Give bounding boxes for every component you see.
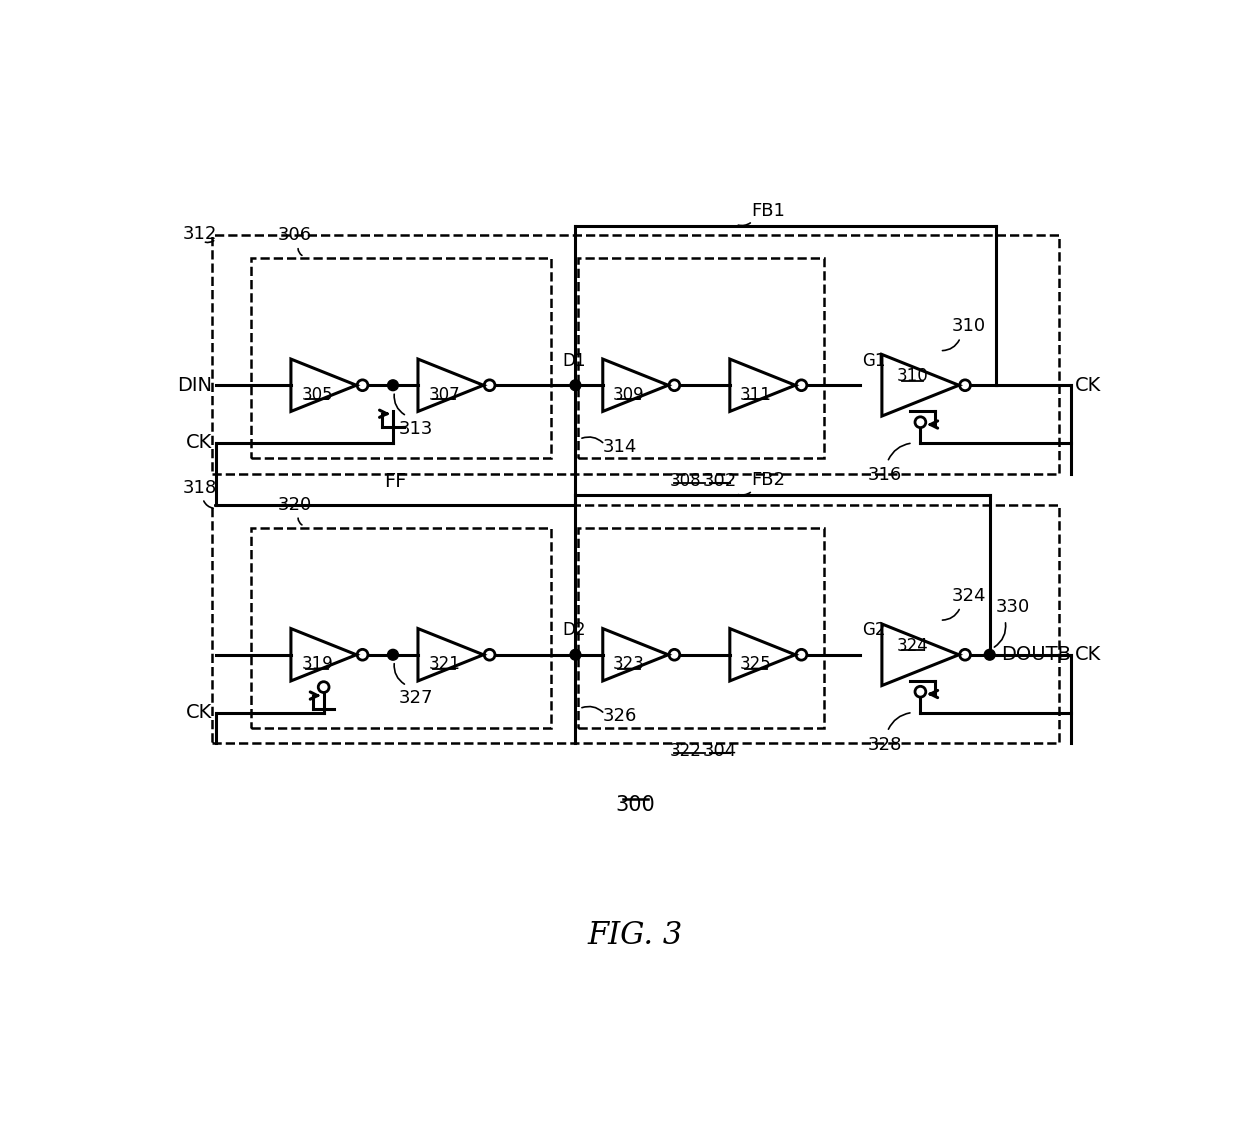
Text: 308: 308 bbox=[670, 472, 702, 490]
Circle shape bbox=[388, 380, 398, 390]
Bar bbox=[212, 235, 1059, 474]
Text: 314: 314 bbox=[603, 438, 637, 456]
Text: 324: 324 bbox=[897, 637, 929, 655]
Text: 307: 307 bbox=[428, 386, 460, 404]
Text: 322: 322 bbox=[670, 741, 702, 759]
Text: 302: 302 bbox=[703, 472, 738, 490]
Text: 318: 318 bbox=[182, 479, 217, 497]
Text: CK: CK bbox=[186, 703, 212, 722]
Text: 313: 313 bbox=[399, 420, 434, 438]
Bar bbox=[578, 528, 825, 728]
Circle shape bbox=[388, 649, 398, 660]
Text: DOUTB: DOUTB bbox=[1001, 646, 1071, 664]
Text: 327: 327 bbox=[399, 690, 434, 708]
Text: 323: 323 bbox=[613, 655, 645, 673]
Text: 310: 310 bbox=[951, 317, 986, 335]
Bar bbox=[250, 259, 551, 458]
Circle shape bbox=[570, 649, 580, 660]
Text: FF: FF bbox=[384, 472, 407, 490]
Circle shape bbox=[985, 649, 994, 660]
Text: 312: 312 bbox=[182, 225, 217, 243]
Text: 330: 330 bbox=[996, 598, 1030, 616]
Text: D2: D2 bbox=[562, 621, 585, 639]
Circle shape bbox=[570, 380, 580, 390]
Text: 326: 326 bbox=[603, 708, 637, 726]
Text: CK: CK bbox=[186, 433, 212, 452]
Text: CK: CK bbox=[1074, 376, 1101, 395]
Text: FB1: FB1 bbox=[751, 201, 785, 219]
Text: 325: 325 bbox=[740, 655, 771, 673]
Text: CK: CK bbox=[1074, 646, 1101, 664]
Text: 324: 324 bbox=[951, 587, 986, 605]
Text: 311: 311 bbox=[740, 386, 773, 404]
Text: G2: G2 bbox=[862, 621, 885, 639]
Text: 319: 319 bbox=[301, 655, 334, 673]
Text: 321: 321 bbox=[428, 655, 460, 673]
Text: 306: 306 bbox=[278, 226, 311, 244]
Text: D1: D1 bbox=[562, 352, 585, 370]
Text: 316: 316 bbox=[868, 466, 903, 484]
Text: DIN: DIN bbox=[177, 376, 212, 395]
Text: 310: 310 bbox=[897, 367, 929, 385]
Text: G1: G1 bbox=[862, 352, 885, 370]
Text: FIG. 3: FIG. 3 bbox=[588, 920, 683, 952]
Bar bbox=[578, 259, 825, 458]
Text: FB2: FB2 bbox=[751, 471, 785, 489]
Text: 320: 320 bbox=[278, 496, 311, 514]
Text: 300: 300 bbox=[615, 795, 656, 814]
Text: 304: 304 bbox=[703, 741, 738, 759]
Text: 328: 328 bbox=[868, 736, 903, 754]
Text: 309: 309 bbox=[613, 386, 645, 404]
Text: 305: 305 bbox=[301, 386, 332, 404]
Bar bbox=[212, 505, 1059, 744]
Bar bbox=[250, 528, 551, 728]
